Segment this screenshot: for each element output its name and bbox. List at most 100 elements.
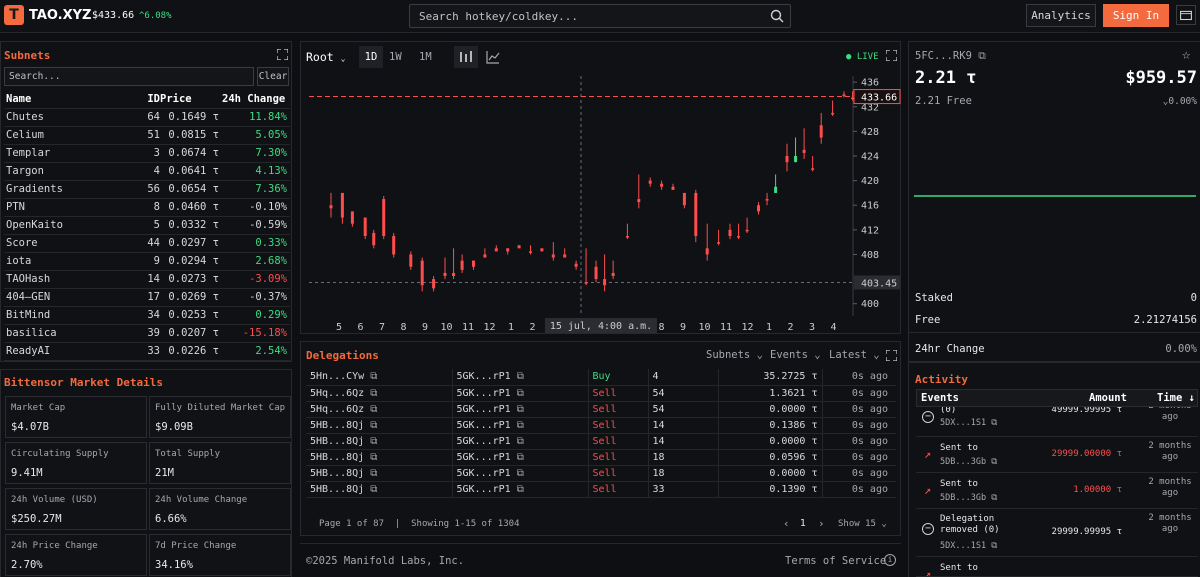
subnet-name[interactable]: TAOHash bbox=[4, 270, 138, 289]
col-amount[interactable]: Amount bbox=[1089, 392, 1127, 404]
col-id[interactable]: ID bbox=[138, 90, 160, 109]
activity-row[interactable]: − Delegation removed (0) 5DX...1S1 ⧉ 2999… bbox=[916, 509, 1198, 557]
table-row[interactable]: 5Hn...CYw ⧉ 5GK...rP1 ⧉ Buy 4 35.2725 τ … bbox=[306, 369, 896, 386]
col-events[interactable]: Events bbox=[921, 392, 959, 404]
copy-icon[interactable]: ⧉ bbox=[370, 451, 378, 463]
delegator-address[interactable]: 5HB...8Qj bbox=[310, 419, 365, 431]
validator-address[interactable]: 5GK...rP1 bbox=[456, 387, 511, 399]
subnet-name[interactable]: iota bbox=[4, 252, 138, 271]
table-row[interactable]: ReadyAI 33 0.0226 τ 2.54% bbox=[4, 342, 290, 361]
col-24h-change[interactable]: 24h Change bbox=[222, 90, 290, 109]
table-row[interactable]: 5Hq...6Qz ⧉ 5GK...rP1 ⧉ Sell 54 1.3621 τ… bbox=[306, 385, 896, 402]
next-page-icon[interactable]: › bbox=[818, 517, 825, 530]
range-1m-tab[interactable]: 1M bbox=[419, 51, 432, 63]
candle-chart-button[interactable] bbox=[454, 46, 478, 68]
table-row[interactable]: 5Hq...6Qz ⧉ 5GK...rP1 ⧉ Sell 54 0.0000 τ… bbox=[306, 401, 896, 418]
copy-icon[interactable]: ⧉ bbox=[370, 483, 378, 495]
table-row[interactable]: Templar 3 0.0674 τ 7.30% bbox=[4, 144, 290, 163]
info-icon[interactable]: i bbox=[884, 554, 896, 566]
activity-row[interactable]: ↗ Sent to 5DB...3Gb ⧉ 29999.00000 τ 2 mon… bbox=[916, 437, 1198, 473]
validator-address[interactable]: 5GK...rP1 bbox=[456, 419, 511, 431]
search-icon[interactable] bbox=[770, 9, 784, 23]
subnet-search-input[interactable]: Search... bbox=[4, 67, 254, 86]
table-row[interactable]: 5HB...8Qj ⧉ 5GK...rP1 ⧉ Sell 14 0.0000 τ… bbox=[306, 433, 896, 450]
table-row[interactable]: BitMind 34 0.0253 τ 0.29% bbox=[4, 306, 290, 325]
logo-icon[interactable]: T bbox=[4, 5, 24, 25]
delegator-address[interactable]: 5Hq...6Qz bbox=[310, 403, 365, 415]
prev-page-icon[interactable]: ‹ bbox=[783, 517, 790, 530]
range-1w-tab[interactable]: 1W bbox=[389, 51, 402, 63]
delegator-address[interactable]: 5HB...8Qj bbox=[310, 451, 365, 463]
copy-icon[interactable]: ⧉ bbox=[516, 371, 524, 383]
subnet-name[interactable]: PTN bbox=[4, 198, 138, 217]
search-box[interactable]: Search hotkey/coldkey... bbox=[409, 4, 791, 28]
copy-icon[interactable]: ⧉ bbox=[991, 541, 998, 551]
subnet-name[interactable]: Targon bbox=[4, 162, 138, 181]
activity-row[interactable]: ↗ Sent to 5DB...3Gb ⧉ 1.00000 τ 2 months … bbox=[916, 473, 1198, 509]
activity-address[interactable]: 5DX...1S1 ⧉ bbox=[940, 541, 998, 551]
subnet-name[interactable]: 404—GEN bbox=[4, 288, 138, 307]
copy-icon[interactable]: ⧉ bbox=[516, 483, 524, 495]
delegator-address[interactable]: 5Hq...6Qz bbox=[310, 387, 365, 399]
table-row[interactable]: Targon 4 0.0641 τ 4.13% bbox=[4, 162, 290, 181]
page-size-select[interactable]: Show 15 ⌄ bbox=[838, 519, 887, 529]
copy-icon[interactable]: ⧉ bbox=[991, 418, 998, 428]
copy-icon[interactable]: ⧉ bbox=[370, 419, 378, 431]
copy-icon[interactable]: ⧉ bbox=[370, 371, 378, 383]
expand-icon[interactable] bbox=[277, 49, 288, 60]
copy-icon[interactable]: ⧉ bbox=[516, 403, 524, 415]
analytics-button[interactable]: Analytics bbox=[1026, 4, 1096, 27]
subnet-name[interactable]: Chutes bbox=[4, 108, 138, 127]
subnets-filter[interactable]: Subnets ⌄ bbox=[706, 349, 763, 361]
line-chart-icon[interactable] bbox=[486, 50, 500, 64]
page-number[interactable]: 1 bbox=[800, 518, 806, 529]
copy-icon[interactable]: ⧉ bbox=[991, 457, 998, 467]
latest-filter[interactable]: Latest ⌄ bbox=[829, 349, 880, 361]
copy-icon[interactable]: ⧉ bbox=[370, 387, 378, 399]
subnet-selector[interactable]: Root ⌄ bbox=[306, 50, 346, 64]
copy-icon[interactable]: ⧉ bbox=[978, 50, 986, 62]
table-row[interactable]: 5HB...8Qj ⧉ 5GK...rP1 ⧉ Sell 18 0.0000 τ… bbox=[306, 465, 896, 482]
table-row[interactable]: OpenKaito 5 0.0332 τ -0.59% bbox=[4, 216, 290, 235]
validator-address[interactable]: 5GK...rP1 bbox=[456, 435, 511, 447]
copy-icon[interactable]: ⧉ bbox=[516, 451, 524, 463]
delegator-address[interactable]: 5HB...8Qj bbox=[310, 467, 365, 479]
table-row[interactable]: PTN 8 0.0460 τ -0.10% bbox=[4, 198, 290, 217]
activity-row[interactable]: −(0) 5DX...1S1 ⧉ 49999.99995 τ 2 months … bbox=[916, 407, 1198, 437]
subnet-name[interactable]: Celium bbox=[4, 126, 138, 145]
validator-address[interactable]: 5GK...rP1 bbox=[456, 451, 511, 463]
copy-icon[interactable]: ⧉ bbox=[516, 387, 524, 399]
wallet-address[interactable]: 5FC...RK9 ⧉ bbox=[915, 50, 986, 62]
table-row[interactable]: Gradients 56 0.0654 τ 7.36% bbox=[4, 180, 290, 199]
events-filter[interactable]: Events ⌄ bbox=[770, 349, 821, 361]
expand-icon[interactable] bbox=[886, 50, 897, 61]
table-row[interactable]: iota 9 0.0294 τ 2.68% bbox=[4, 252, 290, 271]
delegator-address[interactable]: 5HB...8Qj bbox=[310, 483, 365, 495]
subnet-name[interactable]: Templar bbox=[4, 144, 138, 163]
terms-link[interactable]: Terms of Service bbox=[785, 555, 887, 567]
col-price[interactable]: Price bbox=[160, 90, 222, 109]
activity-address[interactable]: 5DX...1S1 ⧉ bbox=[940, 418, 998, 428]
brand-name[interactable]: TAO.XYZ bbox=[29, 8, 92, 23]
copy-icon[interactable]: ⧉ bbox=[516, 419, 524, 431]
table-row[interactable]: 5HB...8Qj ⧉ 5GK...rP1 ⧉ Sell 33 0.1390 τ… bbox=[306, 481, 896, 498]
table-row[interactable]: basilica 39 0.0207 τ -15.18% bbox=[4, 324, 290, 343]
clear-button[interactable]: Clear bbox=[257, 67, 289, 86]
activity-address[interactable]: 5DB...3Gb ⧉ bbox=[940, 457, 998, 467]
range-1d-tab[interactable]: 1D bbox=[359, 46, 383, 68]
table-row[interactable]: 5HB...8Qj ⧉ 5GK...rP1 ⧉ Sell 14 0.1386 τ… bbox=[306, 417, 896, 434]
copy-icon[interactable]: ⧉ bbox=[516, 467, 524, 479]
wallet-icon[interactable] bbox=[1176, 5, 1196, 25]
table-row[interactable]: 5HB...8Qj ⧉ 5GK...rP1 ⧉ Sell 18 0.0596 τ… bbox=[306, 449, 896, 466]
copy-icon[interactable]: ⧉ bbox=[370, 403, 378, 415]
copy-icon[interactable]: ⧉ bbox=[370, 467, 378, 479]
delegator-address[interactable]: 5HB...8Qj bbox=[310, 435, 365, 447]
subnet-name[interactable]: Gradients bbox=[4, 180, 138, 199]
copy-icon[interactable]: ⧉ bbox=[991, 493, 998, 503]
validator-address[interactable]: 5GK...rP1 bbox=[456, 467, 511, 479]
subnet-name[interactable]: ReadyAI bbox=[4, 342, 138, 361]
validator-address[interactable]: 5GK...rP1 bbox=[456, 371, 511, 383]
col-time[interactable]: Time ↓ bbox=[1157, 392, 1195, 404]
table-row[interactable]: Score 44 0.0297 τ 0.33% bbox=[4, 234, 290, 253]
table-row[interactable]: Chutes 64 0.1649 τ 11.84% bbox=[4, 108, 290, 127]
